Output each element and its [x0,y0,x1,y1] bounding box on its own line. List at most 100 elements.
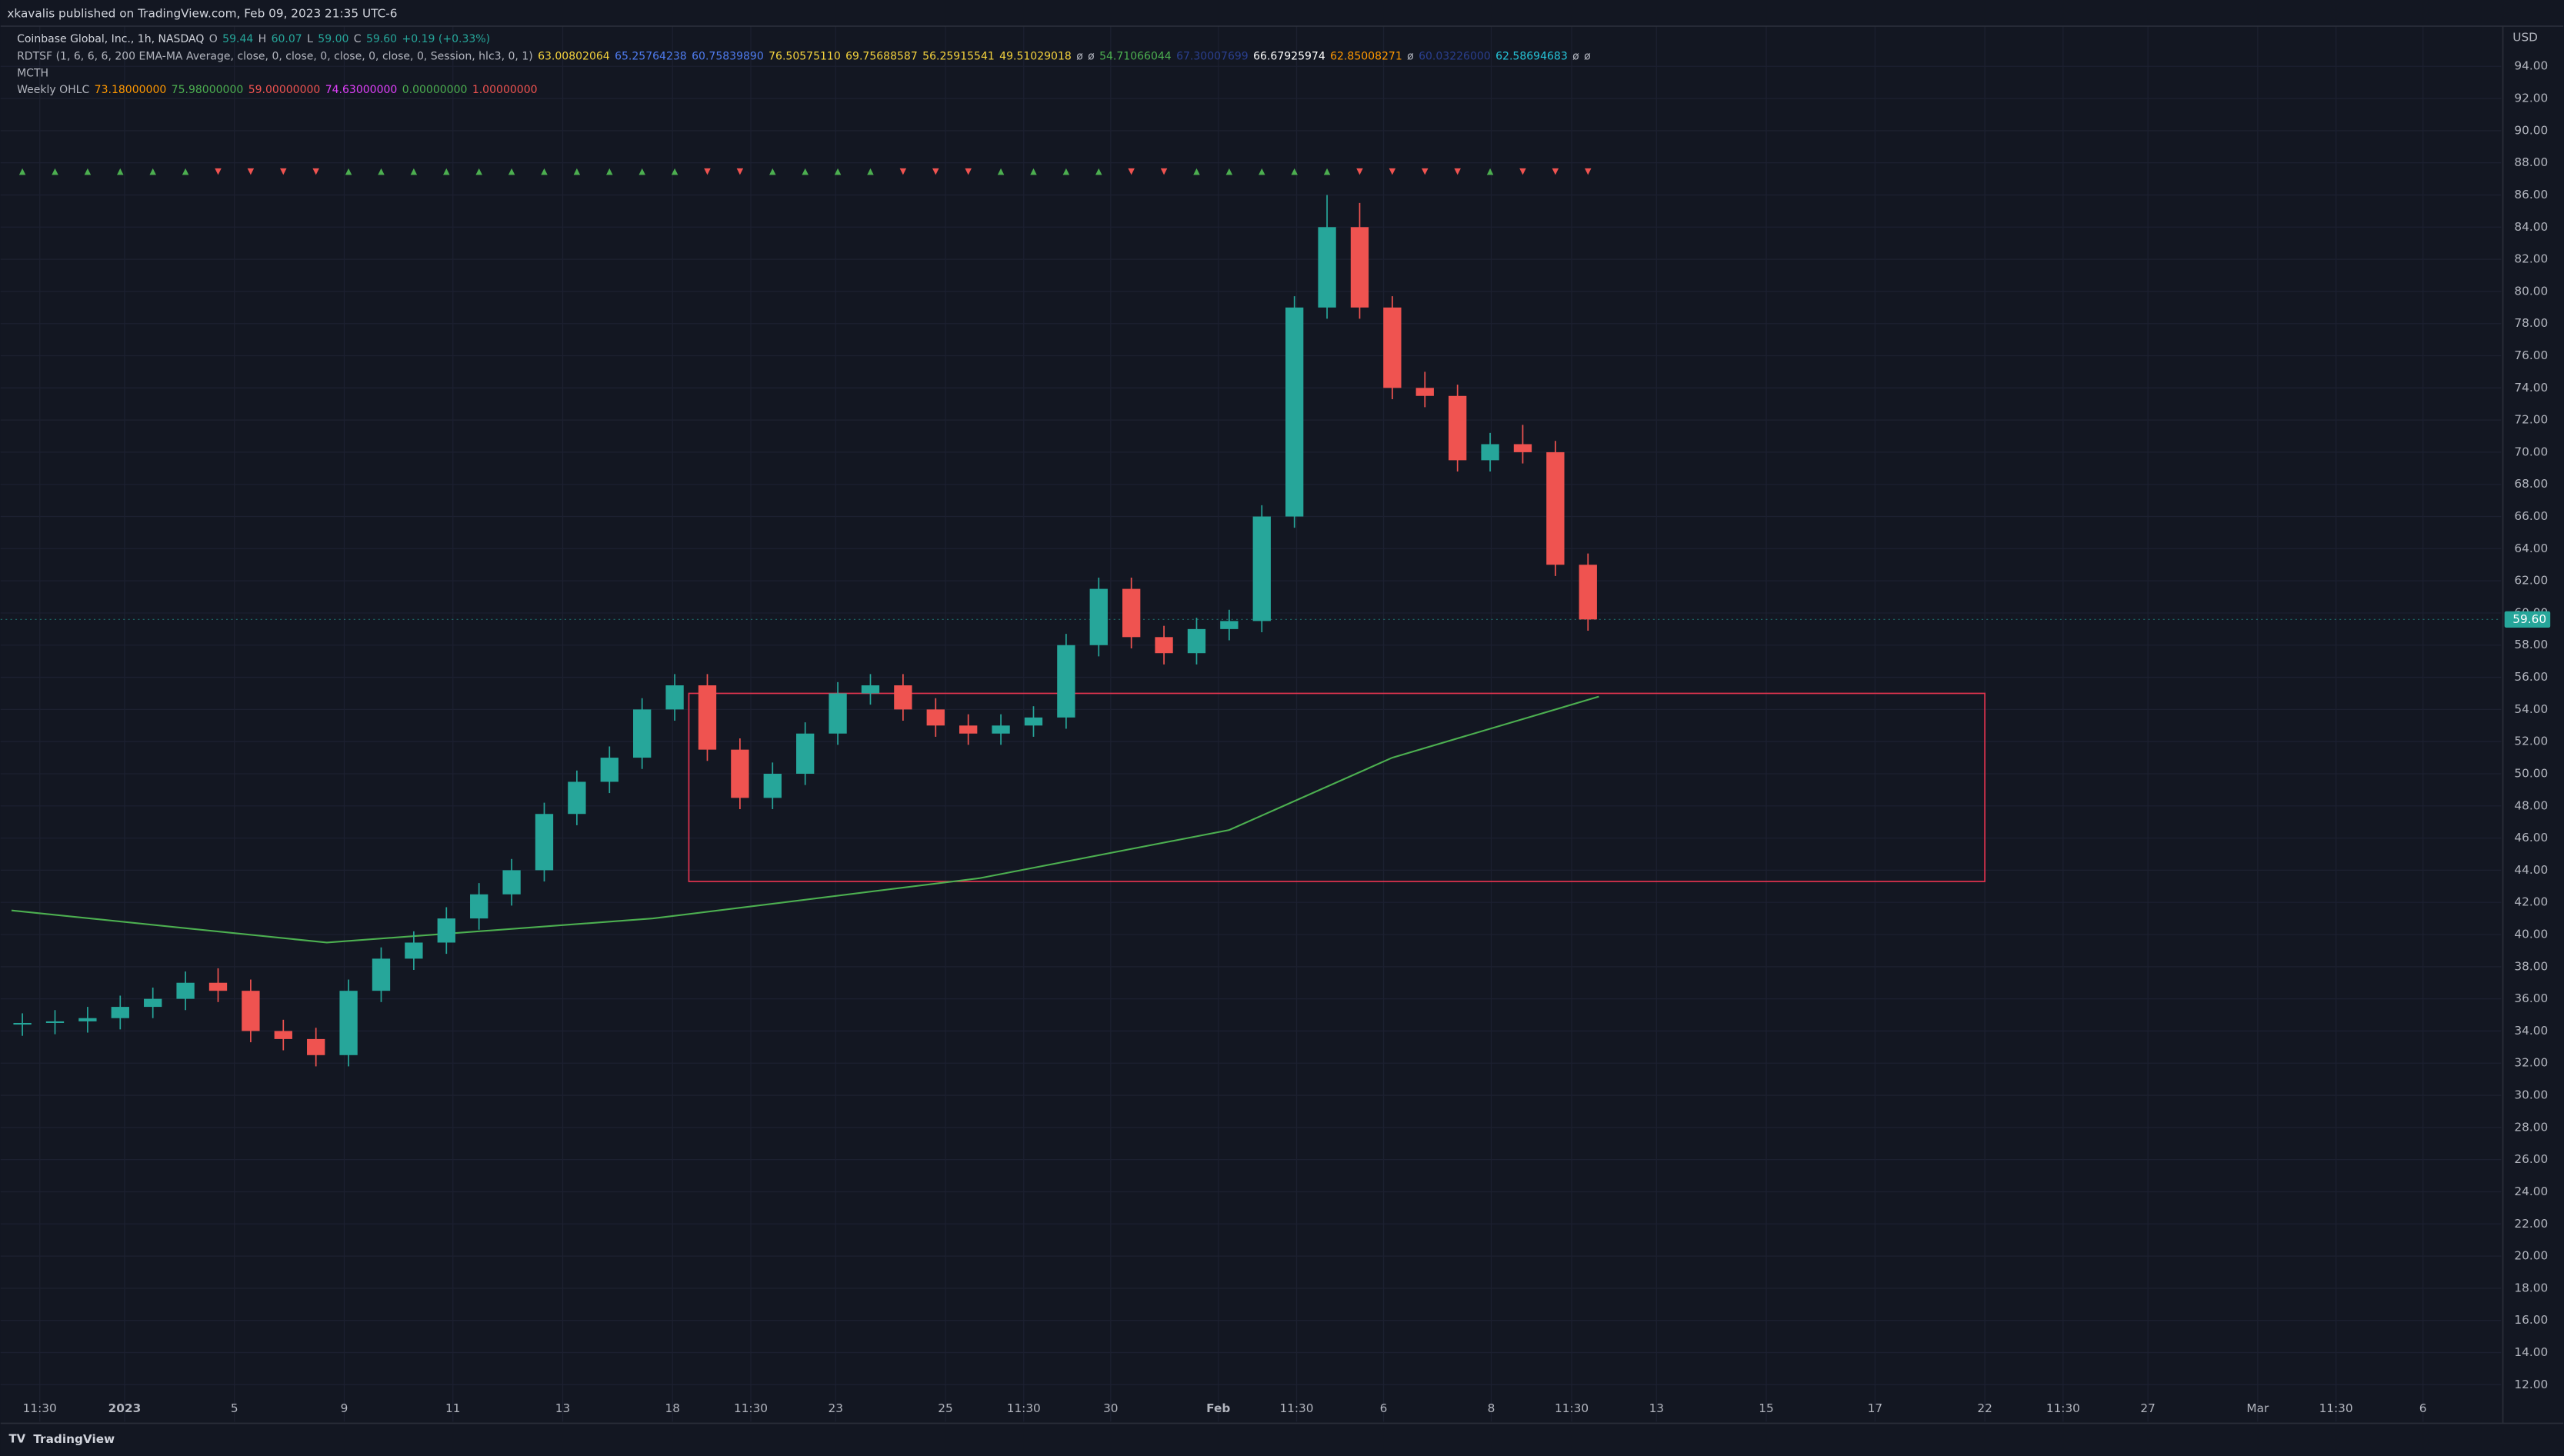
y-tick-label: 26.00 [2514,1152,2548,1166]
signal [1552,168,1559,175]
candle-body [600,758,618,782]
candle-body [1449,395,1467,461]
candle-body [829,693,847,734]
y-tick-label: 84.00 [2514,220,2548,234]
plot [0,168,2502,1067]
signal [1389,168,1396,175]
legend-text: Coinbase Global, Inc., 1h, NASDAQ [17,33,204,45]
x-tick-label: 15 [1759,1401,1773,1415]
y-tick-label: 18.00 [2514,1281,2548,1294]
signal [932,168,939,175]
candle-body [13,1022,32,1025]
candle-body [665,685,684,710]
x-tick-label: 11 [445,1401,460,1415]
legend-text: L [307,33,313,45]
y-tick-label: 20.00 [2514,1249,2548,1263]
legend-text: 54.71066044 [1099,50,1172,62]
signal [834,168,842,175]
legend-text: ø [1584,50,1591,62]
zone [688,692,1986,882]
signal [475,168,482,175]
candle-body [242,991,260,1031]
candle-body [1318,227,1336,308]
legend-text: 65.25764238 [615,50,687,62]
signal [1422,168,1429,175]
y-tick-label: 36.00 [2514,991,2548,1005]
candle-body [1579,565,1597,620]
x-tick-label: 22 [1977,1401,1992,1415]
signal [1030,168,1037,175]
x-tick-label: 2023 [108,1401,142,1415]
candle-body [1252,516,1271,621]
legend-text: 62.85008271 [1330,50,1402,62]
legend-text: 69.75688587 [845,50,918,62]
y-tick-label: 64.00 [2514,541,2548,555]
y-tick-label: 28.00 [2514,1120,2548,1134]
legend-text: 67.30007699 [1176,50,1249,62]
currency: USD [2512,30,2538,44]
footer-bar [0,1424,2564,1456]
y-tick-label: 32.00 [2514,1056,2548,1070]
x-tick-label: Mar [2246,1401,2269,1415]
legend-text: RDTSF (1, 6, 6, 6, 200 EMA-MA Average, c… [17,50,533,62]
candle-body [470,894,488,919]
candle-body [1089,588,1108,645]
y-tick-label: 12.00 [2514,1378,2548,1391]
y-tick-label: 14.00 [2514,1345,2548,1359]
signal [802,168,809,175]
y-tick-label: 74.00 [2514,381,2548,395]
legend-text: 75.98000000 [172,84,244,96]
candle-body [535,814,554,871]
x-tick-label: 30 [1103,1401,1118,1415]
price-tag-label: 59.60 [2512,612,2546,626]
legend-text: +0.19 (+0.33%) [402,33,490,45]
candle-body [339,991,358,1055]
candle-body [763,773,782,798]
legend-text: ø [1572,50,1579,62]
candle-body [894,685,912,710]
signal [18,168,26,175]
signal [965,168,972,175]
y-tick-label: 48.00 [2514,798,2548,812]
y-tick-label: 58.00 [2514,638,2548,651]
candle-body [1350,227,1369,308]
signal [573,168,581,175]
x-tick-label: 23 [829,1401,843,1415]
legend-text: 60.03226000 [1419,50,1491,62]
y-tick-label: 52.00 [2514,735,2548,748]
signal [378,168,385,175]
signal [312,168,319,175]
candle-body [1546,451,1565,565]
signal [541,168,548,175]
x-tick-label: 11:30 [1555,1401,1589,1415]
x-tick-label: 17 [1868,1401,1882,1415]
y-tick-label: 38.00 [2514,959,2548,973]
y-tick-label: 46.00 [2514,831,2548,845]
legend-text: 59.44 [222,33,253,45]
signal [997,168,1005,175]
signal [1356,168,1363,175]
signal [704,168,711,175]
footer-logo: TV [8,1432,25,1446]
y-tick-label: 22.00 [2514,1217,2548,1231]
legend-text: 66.67925974 [1253,50,1325,62]
signal [247,168,255,175]
y-tick-label: 78.00 [2514,316,2548,330]
candle-body [796,733,815,774]
y-tick-label: 70.00 [2514,445,2548,458]
signal [1323,168,1331,175]
signal [606,168,613,175]
signal [1454,168,1461,175]
candle-body [1122,588,1141,638]
candle-body [731,749,749,798]
legend-text: MCTH [17,68,48,80]
grid [0,25,2502,1422]
signal [1062,168,1070,175]
signal [117,168,124,175]
legend-text: O [209,33,218,45]
y-tick-label: 92.00 [2514,92,2548,105]
y-tick-label: 34.00 [2514,1024,2548,1038]
legend-text: 49.51029018 [999,50,1072,62]
signal [149,168,156,175]
